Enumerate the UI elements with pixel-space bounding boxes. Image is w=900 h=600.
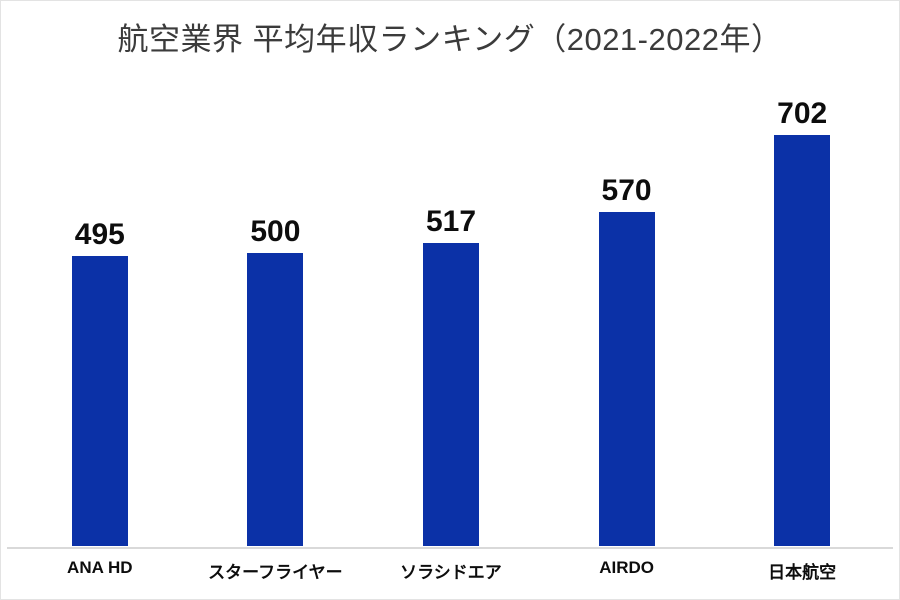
bar-column: 500 スターフライヤー	[188, 95, 364, 582]
bar	[71, 256, 128, 546]
bar	[598, 212, 655, 546]
bar	[247, 253, 304, 546]
bar-column: 495 ANA HD	[12, 95, 188, 577]
bar-value-label: 517	[425, 205, 477, 238]
category-label: スターフライヤー	[208, 563, 343, 582]
x-axis-line	[7, 547, 893, 549]
bar	[422, 243, 479, 546]
bar-column: 517 ソラシドエア	[363, 95, 539, 582]
bar-value-label: 495	[74, 218, 125, 251]
category-label: ANA HD	[67, 558, 133, 577]
bar-column: 570 AIRDO	[539, 95, 715, 577]
chart-title: 航空業界 平均年収ランキング（2021-2022年）	[117, 22, 783, 57]
category-label: AIRDO	[599, 558, 654, 577]
bar-value-label: 500	[250, 215, 301, 248]
bar-chart: 495 ANA HD 500 スターフライヤー 517 ソラシドエア 570 A…	[12, 95, 890, 582]
bar	[774, 135, 831, 546]
category-label: 日本航空	[768, 563, 837, 582]
bar-value-label: 570	[601, 174, 652, 207]
bar-value-label: 702	[777, 97, 828, 130]
category-label: ソラシドエア	[400, 563, 502, 582]
bar-column: 702 日本航空	[714, 95, 890, 582]
